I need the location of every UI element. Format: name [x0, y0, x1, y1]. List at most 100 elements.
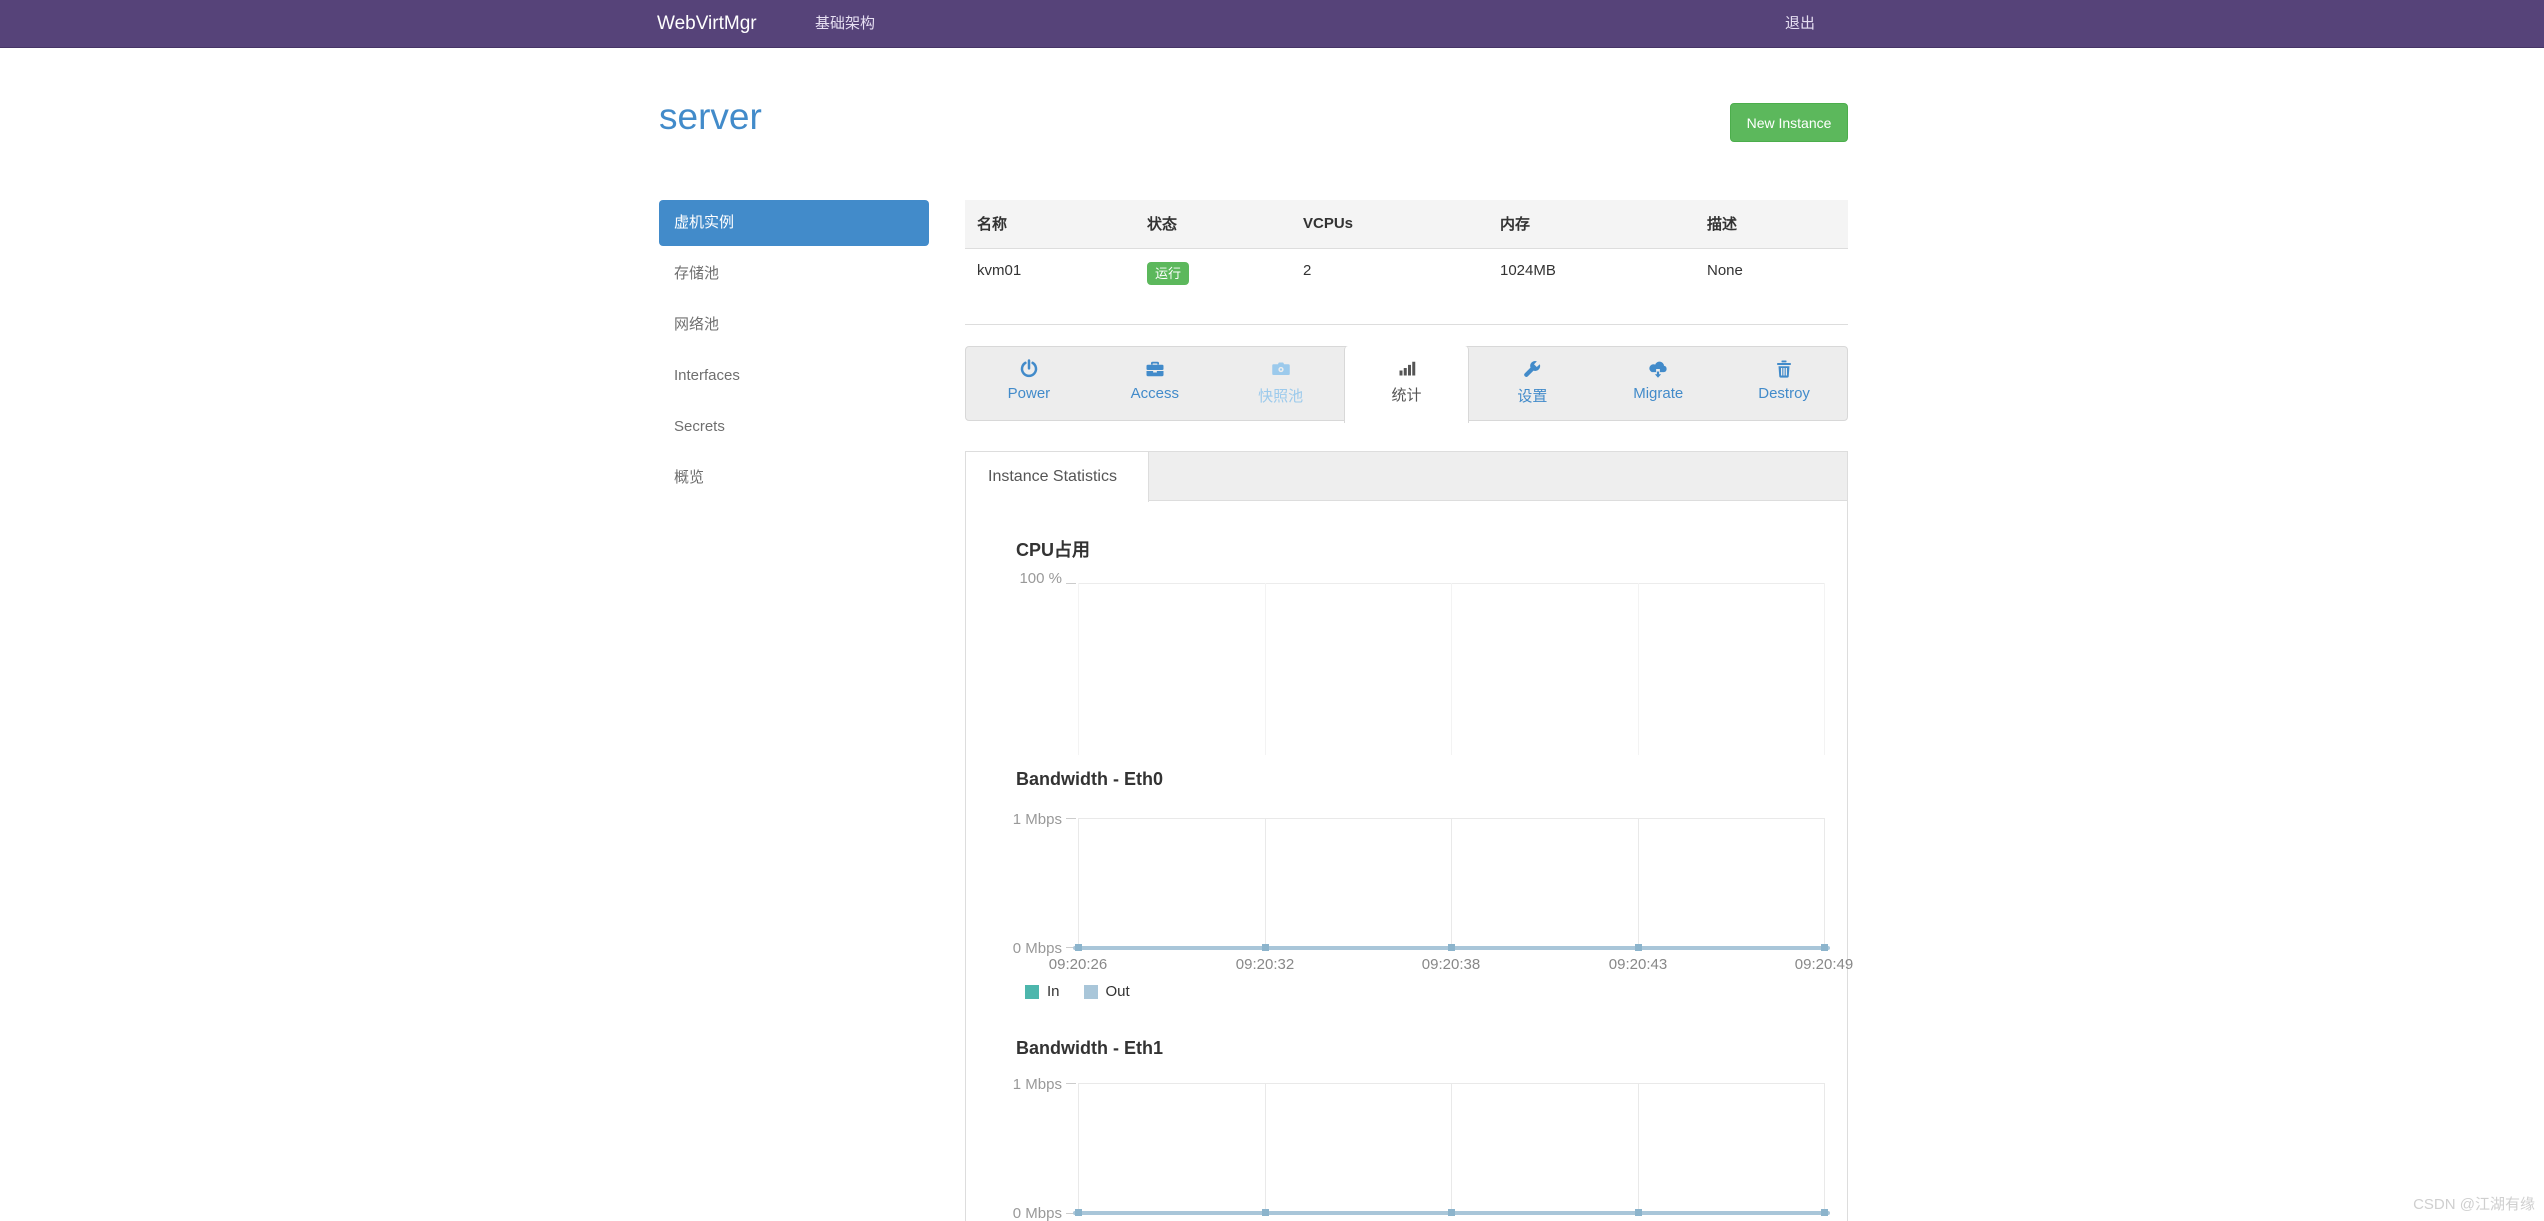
legend-label-in: In [1047, 983, 1060, 1000]
legend-label-out: Out [1105, 983, 1130, 1000]
tab-label: 快照池 [1258, 388, 1304, 405]
tab-migrate[interactable]: Migrate [1595, 347, 1721, 420]
gridline [1078, 583, 1079, 755]
tab-access[interactable]: Access [1092, 347, 1218, 420]
gridline [1265, 1083, 1266, 1213]
nav-item-infrastructure[interactable]: 基础架构 [815, 15, 876, 32]
brand-link[interactable]: WebVirtMgr [657, 13, 757, 34]
bar-chart-icon [1399, 361, 1415, 376]
statistics-panel: Instance Statistics CPU占用 100 % Bandwidt… [965, 451, 1853, 1221]
tab-statistics[interactable]: 统计 [1343, 346, 1470, 423]
data-point-marker [1448, 944, 1455, 951]
instance-action-tabs: Power Access 快照池 统计 [965, 346, 1848, 423]
trash-icon [1777, 360, 1791, 378]
data-point-marker [1635, 1209, 1642, 1216]
briefcase-icon [1146, 361, 1164, 377]
eth0-xtick-label: 09:20:38 [1421, 956, 1481, 973]
gridline [1265, 583, 1266, 755]
gridline [1638, 1083, 1639, 1213]
eth0-xtick-label: 09:20:43 [1608, 956, 1668, 973]
data-point-marker [1448, 1209, 1455, 1216]
tab-label: Power [1007, 385, 1051, 402]
gridline [1078, 818, 1079, 948]
status-badge: 运行 [1147, 261, 1190, 285]
sidebar-item-overview[interactable]: 概览 [674, 469, 705, 486]
eth1-ytick-label-1mbps: 1 Mbps [1012, 1076, 1062, 1093]
eth0-ytick-label-1mbps: 1 Mbps [1012, 811, 1062, 828]
data-point-marker [1821, 944, 1828, 951]
csdn-watermark: CSDN @江湖有缘 [2413, 1196, 2535, 1213]
gridline [1824, 818, 1825, 948]
eth0-plot-area [1073, 818, 1830, 951]
instance-name-cell[interactable]: kvm01 [965, 248, 1135, 325]
gridline [1078, 1083, 1079, 1213]
power-icon [1020, 359, 1038, 378]
tab-label: Access [1130, 385, 1179, 402]
sidebar-item-instances[interactable]: 虚机实例 [659, 200, 929, 246]
eth0-ytick-mark [1066, 947, 1076, 948]
legend-swatch-in [1025, 984, 1039, 999]
tab-destroy[interactable]: Destroy [1721, 347, 1847, 420]
col-header-description: 描述 [1695, 200, 1848, 249]
data-point-marker [1075, 944, 1082, 951]
camera-icon [1271, 362, 1290, 375]
col-header-vcpus: VCPUs [1291, 200, 1488, 249]
stats-tab-strip: Instance Statistics [966, 452, 1847, 502]
eth1-plot-area [1073, 1083, 1830, 1216]
gridline [1265, 818, 1266, 948]
sidebar-nav: 虚机实例 存储池 网络池 Interfaces Secrets 概览 [659, 200, 929, 506]
gridline [1638, 818, 1639, 948]
gridline [1824, 583, 1825, 755]
gridline [1638, 583, 1639, 755]
page-title: server [659, 96, 762, 137]
sidebar-item-interfaces[interactable]: Interfaces [674, 367, 740, 384]
gridline [1451, 1083, 1452, 1213]
instance-memory-cell: 1024MB [1488, 248, 1695, 325]
eth1-chart-title: Bandwidth - Eth1 [1016, 1038, 1163, 1058]
stats-panel-body: CPU占用 100 % Bandwidth - Eth0 1 Mbps 0 Mb… [966, 501, 1853, 1221]
sidebar-item-storage-pools[interactable]: 存储池 [674, 265, 720, 282]
cpu-ytick-mark [1066, 583, 1076, 584]
eth1-ytick-mark [1066, 1083, 1076, 1084]
data-point-marker [1635, 944, 1642, 951]
eth1-ytick-mark [1066, 1213, 1076, 1214]
eth1-ytick-label-0mbps: 0 Mbps [1012, 1205, 1062, 1221]
data-point-marker [1075, 1209, 1082, 1216]
tab-power[interactable]: Power [966, 347, 1092, 420]
col-header-memory: 内存 [1488, 200, 1695, 249]
eth0-xtick-label: 09:20:32 [1235, 956, 1295, 973]
instances-table: 名称 状态 VCPUs 内存 描述 kvm01 运行 2 1024MB None [965, 200, 1848, 325]
eth0-ytick-label-0mbps: 0 Mbps [1012, 940, 1062, 957]
cloud-download-icon [1649, 361, 1667, 378]
data-point-marker [1262, 944, 1269, 951]
instance-description-cell: None [1695, 248, 1848, 325]
gridline [1451, 818, 1452, 948]
eth0-xtick-label: 09:20:49 [1794, 956, 1854, 973]
tab-settings[interactable]: 设置 [1469, 347, 1595, 420]
table-header-row: 名称 状态 VCPUs 内存 描述 [965, 200, 1848, 249]
col-header-name: 名称 [965, 200, 1135, 249]
table-row: kvm01 运行 2 1024MB None [965, 248, 1848, 325]
tab-snapshots[interactable]: 快照池 [1218, 347, 1344, 420]
tab-label: 统计 [1391, 387, 1422, 404]
eth0-legend: In Out [1025, 983, 1130, 1000]
data-point-marker [1821, 1209, 1828, 1216]
cpu-plot-area [1078, 583, 1825, 755]
sidebar-item-secrets[interactable]: Secrets [674, 418, 725, 435]
col-header-status: 状态 [1135, 200, 1291, 249]
wrench-icon [1524, 361, 1541, 377]
instance-vcpus-cell: 2 [1291, 248, 1488, 325]
top-navbar: WebVirtMgr 基础架构 退出 [0, 0, 2544, 48]
legend-swatch-out [1083, 984, 1098, 999]
eth0-ytick-mark [1066, 818, 1076, 819]
logout-link[interactable]: 退出 [1785, 15, 1816, 32]
tab-label: Migrate [1633, 385, 1684, 402]
instance-status-cell: 运行 [1135, 248, 1291, 325]
sidebar-item-network-pools[interactable]: 网络池 [674, 316, 720, 333]
new-instance-button[interactable]: New Instance [1730, 103, 1848, 142]
data-point-marker [1262, 1209, 1269, 1216]
tab-label: 设置 [1517, 388, 1548, 405]
eth0-chart-title: Bandwidth - Eth0 [1016, 769, 1163, 789]
tab-instance-statistics[interactable]: Instance Statistics [966, 452, 1149, 502]
